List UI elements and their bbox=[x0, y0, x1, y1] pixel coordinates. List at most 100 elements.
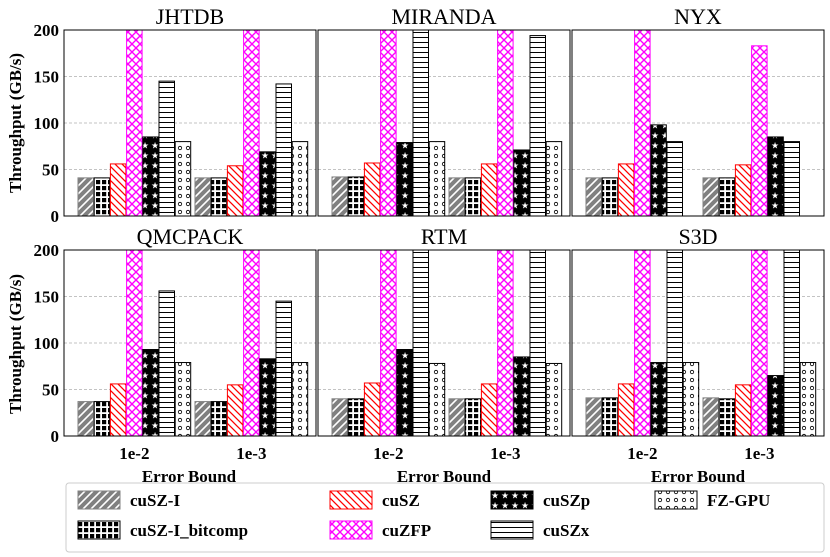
panel-qmcpack: QMCPACK 0 50 100 150 200 1e-2 1e-3 bbox=[34, 224, 317, 463]
x-tick-label: 1e-2 bbox=[627, 444, 657, 463]
y-tick-label: 150 bbox=[34, 68, 60, 87]
legend-swatch bbox=[329, 520, 373, 540]
bar-jhtdb-cuszp-1e-3 bbox=[259, 151, 276, 217]
y-tick-label: 0 bbox=[51, 427, 60, 446]
panel-title: JHTDB bbox=[156, 4, 224, 29]
bar-rtm-cusz-i-1e-2 bbox=[331, 398, 348, 437]
bar-nyx-cuszx-1e-3 bbox=[783, 141, 800, 217]
bar-nyx-cuszp-1e-2 bbox=[650, 124, 667, 217]
bar-nyx-cuzfp-1e-2 bbox=[634, 29, 651, 217]
legend-swatch bbox=[77, 520, 121, 540]
x-tick-label: 1e-3 bbox=[744, 444, 774, 463]
bar-miranda-cusz-i-1e-3 bbox=[448, 177, 465, 217]
legend-label: cuSZp bbox=[543, 491, 590, 510]
bar-s3d-cusz-1e-2 bbox=[617, 383, 635, 437]
bar-rtm-fz-gpu-1e-3 bbox=[545, 362, 563, 437]
bar-s3d-cusz-i_bitcomp-1e-2 bbox=[601, 397, 619, 437]
bar-jhtdb-cuszx-1e-3 bbox=[275, 83, 292, 217]
bar-miranda-cusz-i_bitcomp-1e-2 bbox=[347, 176, 365, 217]
bar-nyx-cuszp-1e-3 bbox=[767, 136, 784, 217]
bar-jhtdb-cuszp-1e-2 bbox=[142, 136, 159, 217]
bar-s3d-cuszx-1e-3 bbox=[783, 249, 800, 437]
panel-frame bbox=[63, 29, 317, 217]
bar-qmcpack-cusz-1e-3 bbox=[226, 384, 244, 437]
bar-qmcpack-fz-gpu-1e-3 bbox=[291, 362, 309, 437]
bar-nyx-cuszx-1e-2 bbox=[666, 141, 683, 217]
bar-jhtdb-fz-gpu-1e-3 bbox=[291, 141, 309, 217]
bar-miranda-cusz-i_bitcomp-1e-3 bbox=[464, 177, 482, 217]
bar-nyx-cusz-i_bitcomp-1e-3 bbox=[718, 177, 736, 217]
bar-rtm-cuzfp-1e-3 bbox=[497, 249, 514, 437]
bar-qmcpack-cuszp-1e-3 bbox=[259, 358, 276, 437]
legend-swatch bbox=[654, 490, 698, 510]
bar-rtm-cusz-i_bitcomp-1e-3 bbox=[464, 398, 482, 437]
bar-qmcpack-fz-gpu-1e-2 bbox=[174, 362, 192, 437]
bar-miranda-cusz-i-1e-2 bbox=[331, 176, 348, 217]
bar-miranda-cusz-1e-2 bbox=[363, 162, 381, 217]
bar-nyx-cusz-i-1e-3 bbox=[702, 177, 719, 217]
panel-frame bbox=[317, 249, 571, 437]
bar-s3d-cusz-i_bitcomp-1e-3 bbox=[718, 398, 736, 437]
panel-title: S3D bbox=[678, 224, 717, 249]
panel-jhtdb: JHTDB 0 50 100 150 200 bbox=[34, 4, 317, 226]
panel-frame bbox=[63, 249, 317, 437]
x-axis-label-3: Error Bound bbox=[651, 467, 746, 486]
x-tick-label: 1e-2 bbox=[373, 444, 403, 463]
bar-nyx-cusz-1e-2 bbox=[617, 163, 635, 217]
legend-item-cuszp: cuSZp bbox=[490, 490, 590, 510]
bar-jhtdb-cusz-1e-3 bbox=[226, 165, 244, 217]
bar-jhtdb-cusz-i-1e-2 bbox=[77, 177, 94, 217]
y-tick-label: 0 bbox=[51, 207, 60, 226]
legend-label: cuSZ-I bbox=[130, 491, 180, 510]
bar-jhtdb-fz-gpu-1e-2 bbox=[174, 141, 192, 217]
panel-rtm: RTM 1e-2 1e-3 bbox=[317, 224, 571, 463]
bar-rtm-cusz-1e-3 bbox=[480, 383, 498, 437]
bar-nyx-cusz-i_bitcomp-1e-2 bbox=[601, 177, 619, 217]
panel-miranda: MIRANDA bbox=[317, 4, 571, 217]
bar-jhtdb-cuzfp-1e-3 bbox=[243, 29, 260, 217]
legend-swatch bbox=[490, 490, 534, 510]
bar-rtm-cuszp-1e-2 bbox=[396, 349, 413, 437]
bar-jhtdb-cusz-i_bitcomp-1e-3 bbox=[210, 177, 228, 217]
panel-frame bbox=[571, 29, 825, 217]
bar-qmcpack-cuszx-1e-3 bbox=[275, 300, 292, 437]
bar-miranda-cusz-1e-3 bbox=[480, 163, 498, 217]
legend-swatch bbox=[490, 520, 534, 540]
panel-title: RTM bbox=[421, 224, 467, 249]
bar-rtm-cuzfp-1e-2 bbox=[380, 249, 397, 437]
bar-qmcpack-cusz-i-1e-2 bbox=[77, 401, 94, 437]
bar-nyx-cusz-1e-3 bbox=[734, 164, 752, 217]
bar-qmcpack-cusz-i_bitcomp-1e-3 bbox=[210, 401, 228, 437]
y-tick-label: 100 bbox=[34, 114, 60, 133]
x-axis-label-1: Error Bound bbox=[142, 467, 237, 486]
y-tick-label: 200 bbox=[34, 241, 60, 260]
bar-s3d-cusz-1e-3 bbox=[734, 384, 752, 437]
bar-qmcpack-cuszp-1e-2 bbox=[142, 349, 159, 437]
bar-qmcpack-cuzfp-1e-3 bbox=[243, 249, 260, 437]
bar-s3d-cuzfp-1e-2 bbox=[634, 249, 651, 437]
bar-miranda-fz-gpu-1e-3 bbox=[545, 141, 563, 217]
y-axis-label-bottom: Throughput (GB/s) bbox=[6, 274, 25, 414]
y-tick-label: 200 bbox=[34, 21, 60, 40]
legend-label: cuSZ-I_bitcomp bbox=[130, 521, 248, 540]
bar-miranda-cuzfp-1e-3 bbox=[497, 29, 514, 217]
x-tick-label: 1e-2 bbox=[119, 444, 149, 463]
legend-swatch bbox=[329, 490, 373, 510]
panel-frame bbox=[317, 29, 571, 217]
legend-box bbox=[65, 482, 825, 553]
bar-jhtdb-cusz-i_bitcomp-1e-2 bbox=[93, 177, 111, 217]
x-tick-label: 1e-3 bbox=[236, 444, 266, 463]
bar-s3d-cuszp-1e-2 bbox=[650, 362, 667, 437]
legend-item-cusz: cuSZ bbox=[329, 490, 420, 510]
legend: cuSZ-I cuSZ-I_bitcomp cuSZ cuZFP cuSZp cuSZx F… bbox=[65, 482, 825, 553]
bar-miranda-cuszx-1e-3 bbox=[529, 35, 546, 217]
legend-item-cusz-i: cuSZ-I bbox=[77, 490, 180, 510]
y-tick-label: 100 bbox=[34, 334, 60, 353]
bar-rtm-cuszx-1e-3 bbox=[529, 249, 546, 437]
bar-s3d-cusz-i-1e-2 bbox=[585, 397, 602, 437]
panel-title: NYX bbox=[674, 4, 722, 29]
panel-frame bbox=[571, 249, 825, 437]
bar-jhtdb-cusz-i-1e-3 bbox=[194, 177, 211, 217]
bar-rtm-cuszx-1e-2 bbox=[412, 249, 429, 437]
bar-rtm-cusz-i_bitcomp-1e-2 bbox=[347, 398, 365, 437]
